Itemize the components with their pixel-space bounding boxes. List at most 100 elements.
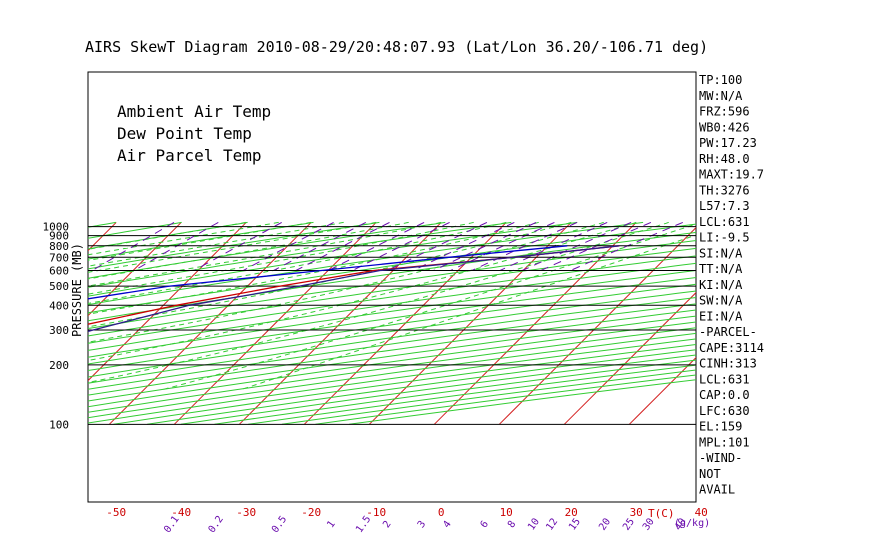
dry-adiabat-line (88, 221, 644, 306)
bottom-temp-tick-label: -40 (171, 506, 191, 519)
index-label: L57:7.3 (699, 199, 750, 213)
isotherm-line (0, 222, 51, 424)
mixing-ratio-line (243, 221, 334, 271)
dry-adiabat-line (88, 221, 314, 260)
index-label: NOT (699, 467, 721, 481)
mixing-ratio-line (193, 221, 282, 271)
mixing-ratio-unit-label: (g/kg) (674, 518, 710, 529)
mixing-ratio-tick-label: 6 (479, 519, 491, 530)
mixing-ratio-tick-label: 4 (441, 519, 453, 530)
dry-adiabat-line (0, 222, 50, 424)
y-axis-label: PRESSURE (MB) (70, 243, 84, 337)
mixing-ratio-line (522, 221, 632, 271)
legend: Ambient Air Temp Dew Point Temp Air Parc… (117, 102, 271, 165)
bottom-temp-tick-label: 30 (630, 506, 643, 519)
index-label: EL:159 (699, 420, 742, 434)
pressure-tick-label: 400 (49, 299, 69, 312)
mixing-ratio-line (273, 221, 367, 271)
mixing-ratio-line (133, 221, 219, 271)
index-label: FRZ:596 (699, 105, 750, 119)
index-label: MAXT:19.7 (699, 168, 764, 182)
index-label: WB0:426 (699, 120, 750, 134)
legend-air-parcel-temp: Air Parcel Temp (117, 146, 262, 165)
mixing-ratio-tick-label: 2 (381, 519, 393, 530)
dry-adiabat-line (88, 221, 512, 288)
bottom-temp-tick-label: 10 (500, 506, 513, 519)
bottom-temp-tick-label: 20 (565, 506, 578, 519)
dry-adiabat-line (88, 283, 696, 372)
dry-adiabat-line (88, 327, 696, 413)
mixing-ratio-line (328, 221, 425, 271)
index-label: SI:N/A (699, 246, 743, 260)
mixing-ratio-line (499, 221, 608, 271)
index-label: LCL:631 (699, 372, 750, 386)
mixing-ratio-tick-label: 0.5 (270, 514, 289, 535)
dry-adiabat-line (88, 262, 696, 351)
dry-adiabat-line (88, 231, 696, 322)
mixing-ratio-line (471, 221, 578, 271)
axis-labels: 1002003004005006007008009001000-120-110-… (43, 221, 711, 536)
index-label: -WIND- (699, 451, 742, 465)
mixing-ratio-line (570, 221, 683, 271)
pressure-tick-label: 700 (49, 251, 69, 264)
pressure-tick-label: 300 (49, 324, 69, 337)
dry-adiabat-line (88, 240, 696, 330)
mixing-ratio-tick-label: 20 (597, 516, 613, 532)
isotherm-line (238, 222, 442, 425)
dry-adiabat-line (88, 221, 248, 250)
dry-adiabat-line (88, 332, 696, 419)
pressure-tick-label: 900 (49, 230, 69, 243)
dry-adiabat-line (88, 223, 696, 314)
index-label: TP:100 (699, 73, 742, 87)
index-label: RH:48.0 (699, 152, 750, 166)
dry-adiabat-line (88, 315, 696, 402)
index-label: EI:N/A (699, 309, 743, 323)
index-label: LI:-9.5 (699, 231, 750, 245)
bottom-temp-tick-label: -30 (236, 506, 256, 519)
mixing-ratio-tick-label: 1 (325, 519, 337, 530)
dry-adiabat-line (88, 221, 182, 239)
pressure-tick-label: 600 (49, 264, 69, 277)
mixing-ratio-tick-label: 8 (506, 519, 518, 530)
series-dew-point-temp-line (88, 245, 568, 300)
index-label: LCL:631 (699, 215, 750, 229)
isotherm-line (563, 291, 696, 425)
dry-adiabat-line (88, 303, 696, 390)
sounding-curves (88, 245, 620, 333)
bottom-temp-tick-label: -10 (366, 506, 386, 519)
chart-title: AIRS SkewT Diagram 2010-08-29/20:48:07.9… (85, 38, 708, 56)
index-label: MW:N/A (699, 89, 743, 103)
index-label: -PARCEL- (699, 325, 757, 339)
legend-ambient-air-temp: Ambient Air Temp (117, 102, 271, 121)
index-label: TH:3276 (699, 183, 750, 197)
mixing-ratio-tick-label: 10 (526, 516, 542, 532)
temperature-unit-label: T(C) (648, 507, 675, 520)
dry-adiabat-line (88, 277, 696, 365)
bottom-temp-tick-label: -50 (106, 506, 126, 519)
mixing-ratio-line (412, 221, 515, 271)
isotherm-line (108, 222, 312, 425)
index-label: AVAIL (699, 483, 735, 497)
pressure-tick-label: 100 (49, 418, 69, 431)
index-label: CAP:0.0 (699, 388, 750, 402)
dry-adiabat-line (88, 255, 696, 344)
pressure-tick-label: 200 (49, 359, 69, 372)
isotherm-line (368, 222, 572, 425)
index-label: TT:N/A (699, 262, 743, 276)
dry-adiabat-line (88, 296, 696, 384)
dry-adiabat-line (88, 290, 696, 378)
mixing-ratio-line (295, 221, 390, 271)
index-label: PW:17.23 (699, 136, 757, 150)
mixing-ratio-line (387, 221, 488, 271)
dry-adiabat-line (88, 321, 696, 408)
bottom-temp-tick-label: 0 (438, 506, 445, 519)
dry-adiabat-line (88, 221, 380, 270)
mixing-ratio-line (352, 221, 450, 271)
index-label: SW:N/A (699, 294, 743, 308)
mixing-ratio-line (91, 221, 175, 271)
pressure-tick-label: 500 (49, 280, 69, 293)
isotherm-line (88, 222, 247, 382)
dry-adiabat-line (88, 309, 696, 396)
